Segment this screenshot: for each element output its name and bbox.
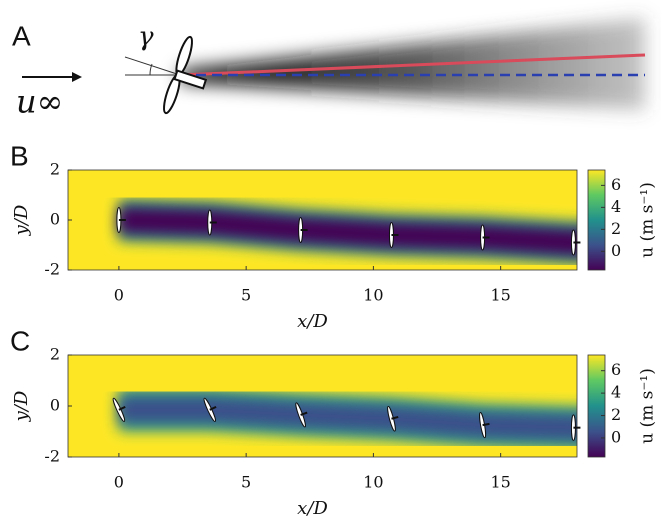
y-axis-label: y/D (11, 390, 32, 422)
x-tick-label: 5 (241, 473, 251, 492)
x-tick-label: 0 (114, 473, 124, 492)
y-tick-label: -2 (44, 447, 60, 466)
colorbar-label: u (m s⁻¹) (638, 182, 658, 258)
y-tick-label: 0 (50, 396, 60, 415)
colorbar-tick-label: 6 (611, 175, 621, 194)
x-axis-label: x/D (297, 498, 328, 519)
x-tick-label: 5 (241, 286, 251, 305)
colorbar-tick-label: 0 (611, 241, 621, 260)
inflow-label: u∞ (16, 83, 63, 121)
x-tick-label: 15 (490, 286, 510, 305)
panel-label: B (10, 140, 29, 171)
arrow-head (72, 72, 82, 82)
panel-label: C (10, 325, 30, 356)
colorbar-tick-label: 4 (611, 383, 621, 402)
panel-label: A (12, 20, 31, 51)
x-tick-label: 0 (114, 286, 124, 305)
y-tick-label: 2 (50, 160, 60, 179)
x-axis-label: x/D (297, 311, 328, 332)
colorbar-tick-label: 2 (611, 219, 621, 238)
x-tick-label: 15 (490, 473, 510, 492)
field (68, 355, 597, 457)
y-tick-label: -2 (44, 260, 60, 279)
angle-label: γ (138, 22, 154, 52)
x-tick-label: 10 (363, 473, 383, 492)
field (68, 170, 597, 270)
x-tick-label: 10 (363, 286, 383, 305)
figure: A γ u∞ 0 5 10 15 -2 0 2 x/D y/D B 0 2 4 6 u (m s⁻¹) 0 5 1… (0, 0, 661, 519)
y-tick-label: 0 (50, 210, 60, 229)
y-tick-label: 2 (50, 345, 60, 364)
colorbar-tick-label: 6 (611, 360, 621, 379)
colorbar-tick-label: 4 (611, 197, 621, 216)
rotor-normal (125, 57, 180, 75)
colorbar-tick-label: 0 (611, 427, 621, 446)
y-axis-label: y/D (11, 204, 32, 236)
colorbar-tick-label: 2 (611, 405, 621, 424)
nacelle (483, 424, 490, 425)
colorbar-label: u (m s⁻¹) (638, 368, 658, 444)
